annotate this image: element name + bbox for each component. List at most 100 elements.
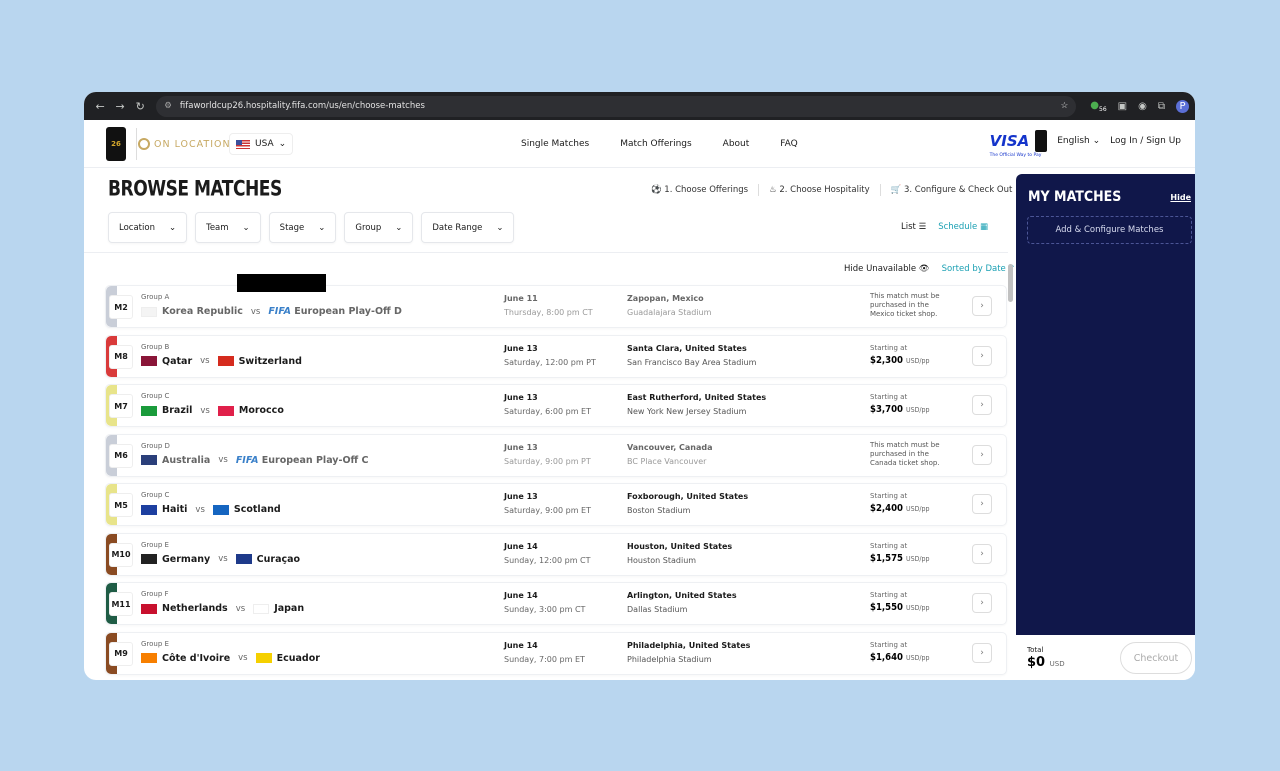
match-row[interactable]: M11 Group F Netherlands vs Japan June 14 S…	[105, 582, 1007, 625]
price-value: $2,300 USD/pp	[870, 355, 930, 366]
reload-icon[interactable]: ↻	[135, 99, 145, 113]
bookmark-star-icon[interactable]: ☆	[1060, 101, 1069, 111]
filter-team[interactable]: Team ⌄	[195, 212, 261, 243]
hide-panel-link[interactable]: Hide	[1170, 193, 1191, 202]
home-team-name: Korea Republic	[162, 306, 243, 317]
group-label: Group C	[141, 392, 170, 400]
chevron-right-icon[interactable]: ›	[972, 543, 992, 564]
away-team-name: Japan	[274, 603, 305, 614]
price-unit: USD/pp	[905, 554, 930, 563]
scrollbar[interactable]	[1007, 252, 1015, 680]
price-value: $2,400 USD/pp	[870, 503, 930, 514]
price-unit: USD/pp	[905, 505, 930, 513]
step-label: 2. Choose Hospitality	[779, 185, 870, 195]
match-row[interactable]: M9 Group E Côte d'Ivoire vs Ecuador June 1…	[105, 631, 1007, 675]
step-choose-hospitality[interactable]: ♨ 2. Choose Hospitality	[769, 185, 870, 195]
match-list: M2 Group A Korea Republic vs FIFA European…	[105, 285, 1007, 680]
teams: Australia vs FIFA European Play-Off C	[141, 455, 369, 466]
step-choose-offerings[interactable]: ⚽ 1. Choose Offerings	[651, 185, 748, 195]
away-team-name: Switzerland	[238, 355, 302, 367]
home-team-name: Qatar	[162, 355, 193, 367]
chevron-right-icon[interactable]: ›	[972, 494, 992, 514]
extension-badge-icon[interactable]: ●56	[1090, 99, 1107, 113]
price-unit: USD/pp	[905, 406, 930, 414]
view-list[interactable]: List ☰	[901, 222, 926, 232]
filter-group[interactable]: Group ⌄	[344, 212, 414, 243]
price-unit: USD/pp	[905, 356, 930, 365]
match-row[interactable]: M8 Group B Qatar vs Switzerland June 13 Sa…	[105, 334, 1007, 378]
away-flag-icon	[212, 504, 229, 515]
nav-single-matches[interactable]: Single Matches	[521, 139, 590, 149]
stadium: Philadelphia Stadium	[627, 654, 712, 664]
view-schedule[interactable]: Schedule ▦	[938, 222, 988, 232]
country-selector[interactable]: USA ⌄	[229, 133, 294, 155]
match-date: June 13	[504, 442, 538, 452]
nav-faq[interactable]: FAQ	[780, 139, 798, 149]
hide-unavailable-toggle[interactable]: Hide Unavailable 👁	[844, 264, 930, 274]
chevron-right-icon[interactable]: ›	[972, 395, 992, 415]
match-row[interactable]: M10 Group E Germany vs Curaçao June 14 Sun…	[105, 532, 1007, 576]
starting-at-label: Starting at	[870, 591, 908, 599]
language-selector[interactable]: English ⌄	[1057, 136, 1100, 146]
match-location: Houston, United States	[627, 541, 733, 551]
vs-label: vs	[200, 356, 210, 366]
group-label: Group F	[141, 590, 169, 598]
scrollbar-thumb[interactable]	[1008, 264, 1013, 302]
nav-match-offerings[interactable]: Match Offerings	[620, 139, 692, 149]
stadium: Dallas Stadium	[627, 605, 688, 614]
on-location-logo[interactable]: ON LOCATION	[138, 138, 231, 150]
forward-icon[interactable]: →	[115, 99, 125, 113]
match-number: M2	[109, 295, 133, 319]
match-time: Sunday, 7:00 pm ET	[504, 654, 585, 664]
match-row[interactable]: M5 Group C Haiti vs Scotland June 13 Satur…	[105, 483, 1007, 526]
profile-avatar[interactable]: P	[1175, 99, 1189, 113]
checkout-button[interactable]: Checkout	[1120, 642, 1192, 674]
address-bar[interactable]: ⚙ fifaworldcup26.hospitality.fifa.com/us…	[156, 95, 1077, 117]
puzzle-icon[interactable]: ⧉	[1157, 100, 1165, 112]
filter-label: Stage	[279, 222, 305, 233]
home-team-name: Brazil	[162, 405, 193, 416]
fifa-26-logo[interactable]: 26	[106, 127, 126, 161]
away-flag-icon	[217, 405, 234, 416]
stadium: Houston Stadium	[627, 555, 697, 565]
visa-text: VISA	[989, 132, 1030, 150]
nav-about[interactable]: About	[722, 139, 750, 149]
extension-icon[interactable]: ◉	[1138, 100, 1147, 112]
chevron-right-icon[interactable]: ›	[972, 345, 992, 366]
price-value: $1,550 USD/pp	[870, 602, 930, 613]
site-settings-icon[interactable]: ⚙	[164, 101, 172, 111]
step-configure-checkout[interactable]: 🛒 3. Configure & Check Out	[891, 185, 1013, 195]
filter-label: Location	[119, 222, 155, 233]
chevron-right-icon[interactable]: ›	[972, 296, 992, 316]
match-number: M5	[109, 493, 133, 517]
filter-date-range[interactable]: Date Range ⌄	[421, 212, 515, 243]
eye-icon: 👁	[918, 264, 930, 274]
tab-icon[interactable]: ▣	[1117, 100, 1128, 112]
match-time: Saturday, 9:00 pm ET	[504, 506, 591, 515]
price-block: Starting at $1,575 USD/pp	[870, 542, 930, 564]
match-time: Saturday, 12:00 pm PT	[504, 357, 596, 367]
group-label: Group E	[141, 540, 169, 549]
chevron-right-icon[interactable]: ›	[972, 642, 992, 663]
sort-by-date[interactable]: Sorted by Date ↑	[942, 264, 1016, 274]
add-configure-matches-button[interactable]: Add & Configure Matches	[1027, 216, 1192, 244]
login-link[interactable]: Log In / Sign Up	[1110, 136, 1181, 146]
match-row[interactable]: M2 Group A Korea Republic vs FIFA European…	[105, 285, 1007, 328]
chevron-down-icon: ⌄	[318, 222, 326, 233]
chevron-right-icon[interactable]: ›	[972, 444, 992, 465]
filter-bar: Location ⌄ Team ⌄ Stage ⌄ Group ⌄ Date Range…	[108, 212, 515, 243]
main-nav: Single Matches Match Offerings About FAQ	[521, 139, 798, 149]
match-number: M7	[109, 394, 133, 418]
filter-stage[interactable]: Stage ⌄	[268, 212, 337, 243]
match-location: Philadelphia, United States	[627, 640, 751, 650]
url-text: fifaworldcup26.hospitality.fifa.com/us/e…	[179, 101, 425, 111]
match-row[interactable]: M6 Group D Australia vs FIFA European Play…	[105, 433, 1007, 477]
starting-at-label: Starting at	[870, 541, 908, 550]
back-icon[interactable]: ←	[95, 99, 105, 113]
filter-location[interactable]: Location ⌄	[108, 212, 188, 243]
teams: Korea Republic vs FIFA European Play-Off D	[141, 306, 402, 317]
away-flag-icon	[235, 554, 252, 564]
brand-text: ON LOCATION	[154, 138, 231, 150]
match-row[interactable]: M7 Group C Brazil vs Morocco June 13 Satur…	[105, 384, 1007, 427]
chevron-right-icon[interactable]: ›	[972, 593, 992, 613]
